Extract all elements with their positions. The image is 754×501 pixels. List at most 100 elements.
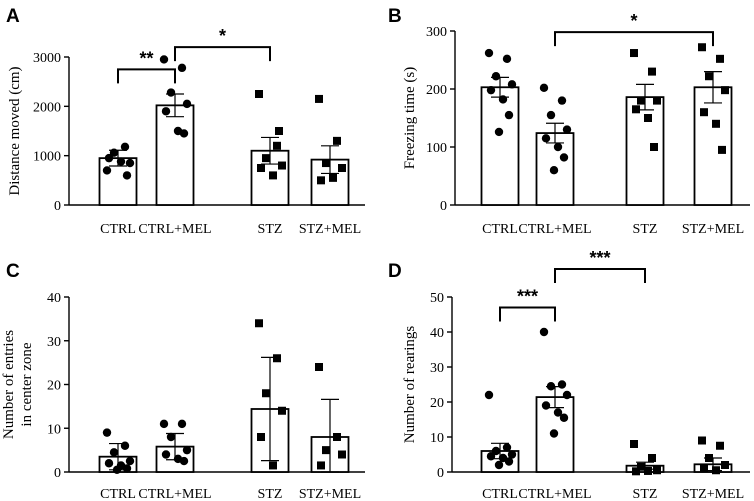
significance-label: * [219,26,226,46]
data-point [322,446,330,455]
data-point [653,96,661,105]
panel-letter: A [6,6,20,27]
data-point [718,145,726,154]
data-point [559,153,569,162]
y-axis-title-line: in center zone [19,342,35,426]
data-point [109,448,119,457]
data-point [630,440,638,448]
data-point [705,72,713,81]
data-point [166,88,176,97]
data-point [507,450,517,459]
data-point [116,157,126,166]
data-point [504,457,514,466]
data-point [491,446,501,456]
data-point [700,108,708,117]
y-tick-label: 100 [426,141,447,156]
y-tick-label: 40 [47,291,61,306]
data-point [122,171,132,180]
data-point [255,90,263,98]
data-point [553,142,563,152]
y-tick-label: 10 [430,431,444,446]
data-point [705,454,713,462]
y-axis-title: Number of rearings [402,326,418,444]
panel-d: D 0 10 20 30 40 50 Number of rearings CTRL CTRL+M… [388,248,750,501]
data-point [648,67,656,76]
data-point [484,48,494,58]
data-point [637,462,645,471]
data-point [637,96,645,105]
data-point [182,445,192,455]
y-tick-label: 50 [430,291,444,306]
significance-bracket [117,68,176,84]
data-point [262,389,270,398]
y-tick-label: 20 [430,396,444,411]
significance-label: *** [517,287,538,307]
data-point [712,466,720,475]
data-point [562,125,572,134]
data-point [333,433,341,441]
data-point [632,467,640,476]
panel-c: C 0 10 20 30 40 Number of entries in center zon… [1,261,365,501]
significance-label: ** [139,48,153,68]
y-tick-label: 0 [437,466,444,481]
y-tick-label: 1000 [33,150,61,165]
data-point [644,114,652,122]
bar [480,86,520,206]
y-tick-label: 10 [47,422,61,437]
data-point [317,461,325,470]
data-point [120,142,130,151]
data-point [502,443,512,452]
y-tick-label: 0 [54,199,61,214]
data-point [322,159,330,168]
data-point [278,406,286,415]
data-point [498,95,508,104]
data-point [494,127,504,137]
data-point [161,450,171,459]
data-point [557,380,567,389]
data-point [644,466,652,475]
data-point [721,86,729,95]
data-point [104,459,114,468]
category-label: STZ [633,222,658,237]
category-label: STZ [633,487,658,501]
y-tick-label: 0 [54,466,61,481]
data-point [166,432,176,442]
data-point [125,158,135,168]
data-point [177,63,187,73]
significance-label: * [630,11,637,31]
category-label: CTRL [100,222,136,237]
data-point [182,99,192,109]
y-tick-label: 300 [426,25,447,40]
y-tick-label: 40 [430,326,444,341]
data-point [507,80,517,89]
panel-letter: D [388,261,402,282]
data-point [159,55,169,64]
y-axis-title: Freezing time (s) [402,67,418,169]
data-point [338,164,346,172]
data-point [632,105,640,114]
y-tick-label: 200 [426,83,447,98]
data-point [562,390,572,400]
data-point [491,72,501,81]
data-point [559,413,569,422]
category-label: CTRL+MEL [138,222,211,237]
data-point [504,110,514,120]
data-point [630,49,638,58]
data-point [721,461,729,469]
y-tick-label: 3000 [33,51,61,66]
panel-letter: B [388,6,402,27]
data-point [102,166,112,175]
data-point [120,441,130,450]
data-point [549,166,559,175]
data-point [317,176,325,185]
category-label: STZ+MEL [682,222,744,237]
data-point [315,363,323,371]
data-point [700,464,708,473]
data-point [269,461,277,470]
bar [625,96,665,206]
data-point [486,452,496,461]
data-point [112,465,122,475]
category-label: STZ [258,487,283,501]
y-tick-label: 20 [47,379,61,394]
data-point [122,464,132,473]
